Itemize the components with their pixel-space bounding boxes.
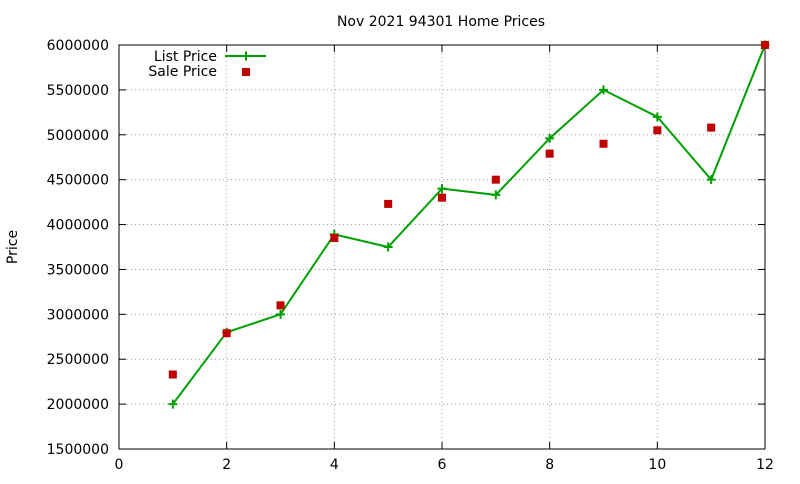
y-axis-label: Price xyxy=(5,230,21,264)
sale-price-point xyxy=(707,123,716,132)
list-price-point xyxy=(652,112,662,122)
list-price-point xyxy=(706,175,716,185)
y-tick-label: 1500000 xyxy=(47,442,109,458)
chart-title: Nov 2021 94301 Home Prices xyxy=(337,14,545,30)
list-price-point xyxy=(276,309,285,319)
y-tick-label: 3500000 xyxy=(47,262,109,278)
list-price-point xyxy=(383,242,393,252)
y-tick-label: 4000000 xyxy=(47,218,109,234)
x-tick-label: 8 xyxy=(545,457,554,473)
axis-ticks: 0 2 4 6 8 10 12 1500000 2000000 2500000 3000000 350… xyxy=(47,38,774,473)
sale-price-point xyxy=(222,329,231,338)
list-price-line xyxy=(172,44,766,405)
y-tick-label: 5500000 xyxy=(47,83,109,99)
y-tick-label: 6000000 xyxy=(47,38,109,54)
legend-marker-sale-price xyxy=(242,68,250,76)
sale-price-point xyxy=(653,126,662,135)
x-tick-label: 2 xyxy=(222,457,231,473)
data-series xyxy=(168,40,770,409)
sale-price-point xyxy=(545,149,554,158)
legend: List Price Sale Price xyxy=(148,49,266,80)
x-tick-label: 6 xyxy=(438,457,447,473)
legend-label-list-price: List Price xyxy=(154,49,217,65)
list-price-point xyxy=(491,190,501,200)
y-tick-label: 2500000 xyxy=(47,352,109,368)
legend-label-sale-price: Sale Price xyxy=(148,64,217,80)
list-price-point xyxy=(545,133,555,143)
sale-price-point xyxy=(438,193,446,202)
x-tick-label: 4 xyxy=(330,457,339,473)
grid-lines xyxy=(119,45,765,449)
sale-price-point xyxy=(330,234,339,243)
y-tick-label: 3000000 xyxy=(47,307,109,323)
y-tick-label: 5000000 xyxy=(47,128,109,144)
y-tick-label: 2000000 xyxy=(47,397,109,413)
x-tick-label: 10 xyxy=(648,457,666,473)
y-tick-label: 4500000 xyxy=(47,173,109,189)
sale-price-point xyxy=(599,139,608,148)
x-tick-label: 12 xyxy=(756,457,774,473)
legend-marker-list-price xyxy=(241,51,251,61)
x-tick-label: 0 xyxy=(115,457,124,473)
sale-price-point xyxy=(168,370,177,379)
sale-price-point xyxy=(761,41,769,49)
sale-price-point xyxy=(384,199,393,208)
sale-price-point xyxy=(491,175,500,184)
list-price-point xyxy=(599,85,608,95)
list-price-point xyxy=(437,184,447,194)
list-price-point xyxy=(168,399,178,409)
sale-price-point xyxy=(276,301,285,310)
